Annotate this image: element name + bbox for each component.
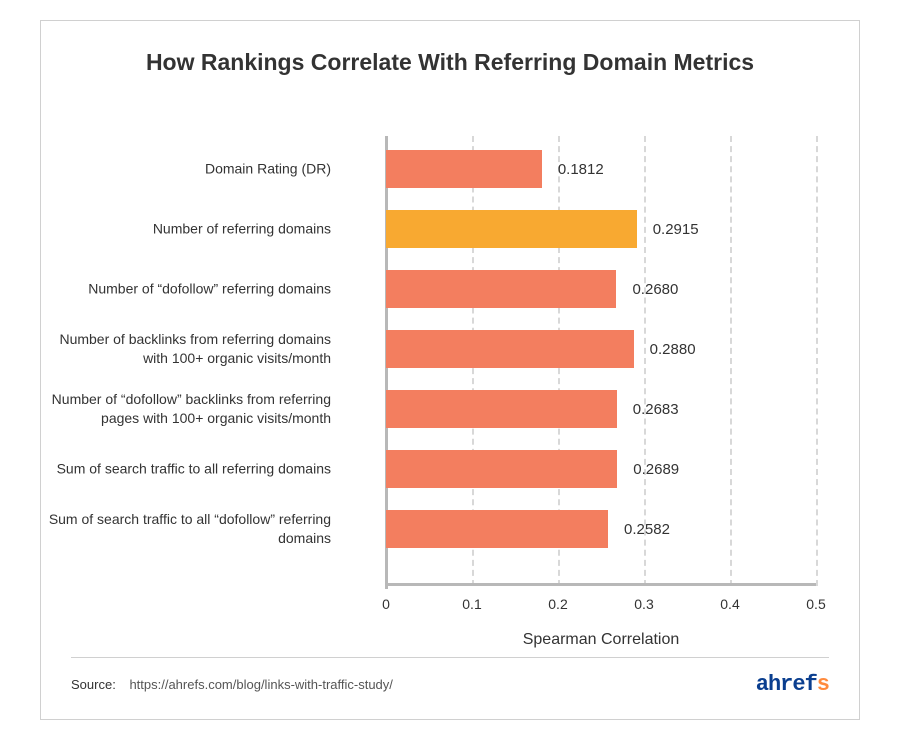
x-tick-label: 0.5 <box>806 596 825 612</box>
bar-value: 0.2683 <box>633 401 679 418</box>
bar-row: 0.2683 <box>386 390 679 428</box>
bar-label: Domain Rating (DR) <box>31 160 331 179</box>
bar <box>386 270 616 308</box>
bar-label: Sum of search traffic to all “dofollow” … <box>31 510 331 548</box>
chart-container: How Rankings Correlate With Referring Do… <box>40 20 860 720</box>
bar-row: 0.1812 <box>386 150 604 188</box>
bar <box>386 330 634 368</box>
source-url: https://ahrefs.com/blog/links-with-traff… <box>129 677 392 692</box>
bar <box>386 450 617 488</box>
bar-label: Sum of search traffic to all referring d… <box>31 460 331 479</box>
bar-row: 0.2915 <box>386 210 699 248</box>
x-tick-label: 0 <box>382 596 390 612</box>
bar-row: 0.2680 <box>386 270 678 308</box>
bar <box>386 390 617 428</box>
bar <box>386 210 637 248</box>
ahrefs-logo: ahrefs <box>756 672 829 697</box>
source-line: Source: https://ahrefs.com/blog/links-wi… <box>71 677 393 692</box>
bar-label: Number of referring domains <box>31 220 331 239</box>
x-baseline <box>386 583 816 586</box>
bar <box>386 510 608 548</box>
x-tick-label: 0.3 <box>634 596 653 612</box>
bar-value: 0.2915 <box>653 221 699 238</box>
bar-row: 0.2880 <box>386 330 696 368</box>
chart-footer: Source: https://ahrefs.com/blog/links-wi… <box>71 657 829 697</box>
x-axis-title: Spearman Correlation <box>386 631 816 649</box>
bar-label: Number of backlinks from referring domai… <box>31 330 331 368</box>
bar-value: 0.1812 <box>558 161 604 178</box>
bar-value: 0.2689 <box>633 461 679 478</box>
gridline <box>730 136 732 586</box>
bar-label: Number of “dofollow” referring domains <box>31 280 331 299</box>
chart-title: How Rankings Correlate With Referring Do… <box>41 21 859 86</box>
bar-row: 0.2582 <box>386 510 670 548</box>
bar-label: Number of “dofollow” backlinks from refe… <box>31 390 331 428</box>
x-tick-label: 0.2 <box>548 596 567 612</box>
x-tick-label: 0.1 <box>462 596 481 612</box>
bar-value: 0.2582 <box>624 521 670 538</box>
bar-value: 0.2680 <box>632 281 678 298</box>
bar-value: 0.2880 <box>650 341 696 358</box>
bar <box>386 150 542 188</box>
x-tick-label: 0.4 <box>720 596 739 612</box>
source-label: Source: <box>71 677 116 692</box>
bar-row: 0.2689 <box>386 450 679 488</box>
plot-area: Spearman Correlation 00.10.20.30.40.50.1… <box>386 136 816 586</box>
logo-main: ahref <box>756 672 817 697</box>
gridline <box>816 136 818 586</box>
logo-accent: s <box>817 672 829 697</box>
